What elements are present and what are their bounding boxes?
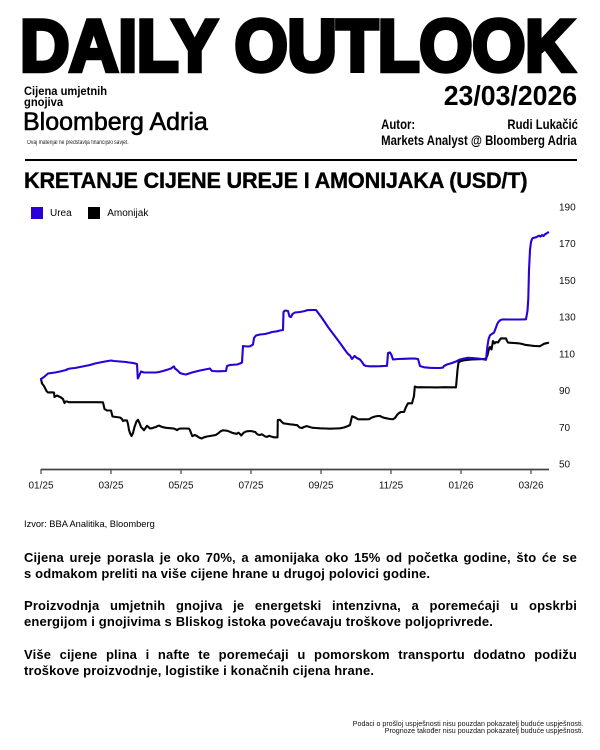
svg-text:11/25: 11/25 xyxy=(379,481,404,492)
svg-text:190: 190 xyxy=(559,203,576,214)
svg-text:05/25: 05/25 xyxy=(168,481,193,492)
svg-text:01/26: 01/26 xyxy=(448,481,473,492)
svg-text:90: 90 xyxy=(559,386,571,397)
svg-text:09/25: 09/25 xyxy=(308,481,333,492)
svg-text:110: 110 xyxy=(559,349,575,360)
svg-text:01/25: 01/25 xyxy=(28,481,53,492)
svg-text:03/26: 03/26 xyxy=(518,481,543,492)
svg-text:70: 70 xyxy=(559,423,571,434)
svg-text:03/25: 03/25 xyxy=(98,481,123,492)
svg-text:07/25: 07/25 xyxy=(238,481,263,492)
svg-text:150: 150 xyxy=(559,276,576,287)
svg-text:130: 130 xyxy=(559,313,576,324)
svg-text:170: 170 xyxy=(559,239,576,250)
svg-text:50: 50 xyxy=(559,460,571,471)
